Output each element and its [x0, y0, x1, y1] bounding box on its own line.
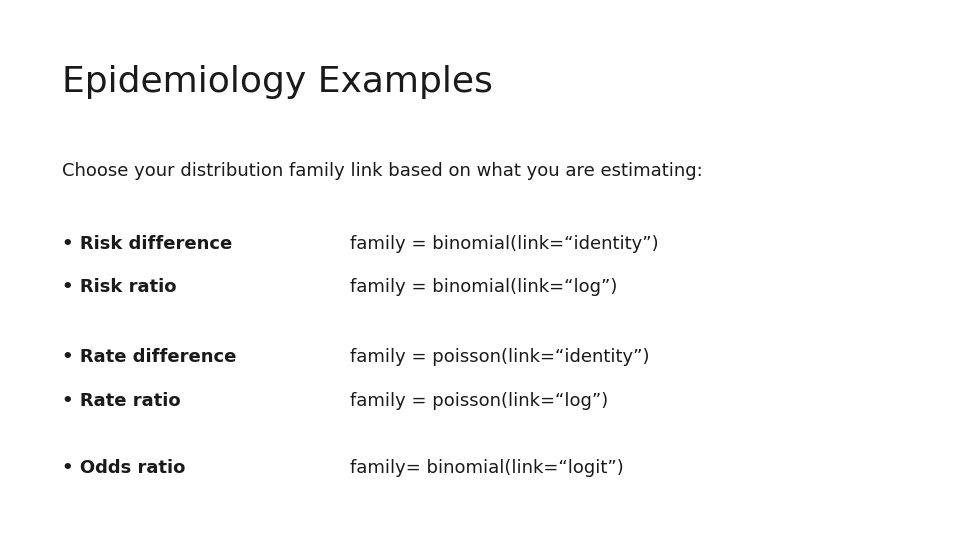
- Text: family = poisson(link=“identity”): family = poisson(link=“identity”): [350, 348, 650, 366]
- Text: • Risk difference: • Risk difference: [62, 235, 232, 253]
- Text: family = binomial(link=“log”): family = binomial(link=“log”): [350, 278, 618, 296]
- Text: • Rate difference: • Rate difference: [62, 348, 237, 366]
- Text: Epidemiology Examples: Epidemiology Examples: [62, 65, 493, 99]
- Text: • Odds ratio: • Odds ratio: [62, 459, 186, 477]
- Text: • Risk ratio: • Risk ratio: [62, 278, 177, 296]
- Text: family = binomial(link=“identity”): family = binomial(link=“identity”): [350, 235, 659, 253]
- Text: family= binomial(link=“logit”): family= binomial(link=“logit”): [350, 459, 624, 477]
- Text: Choose your distribution family link based on what you are estimating:: Choose your distribution family link bas…: [62, 162, 703, 180]
- Text: family = poisson(link=“log”): family = poisson(link=“log”): [350, 392, 609, 409]
- Text: • Rate ratio: • Rate ratio: [62, 392, 181, 409]
